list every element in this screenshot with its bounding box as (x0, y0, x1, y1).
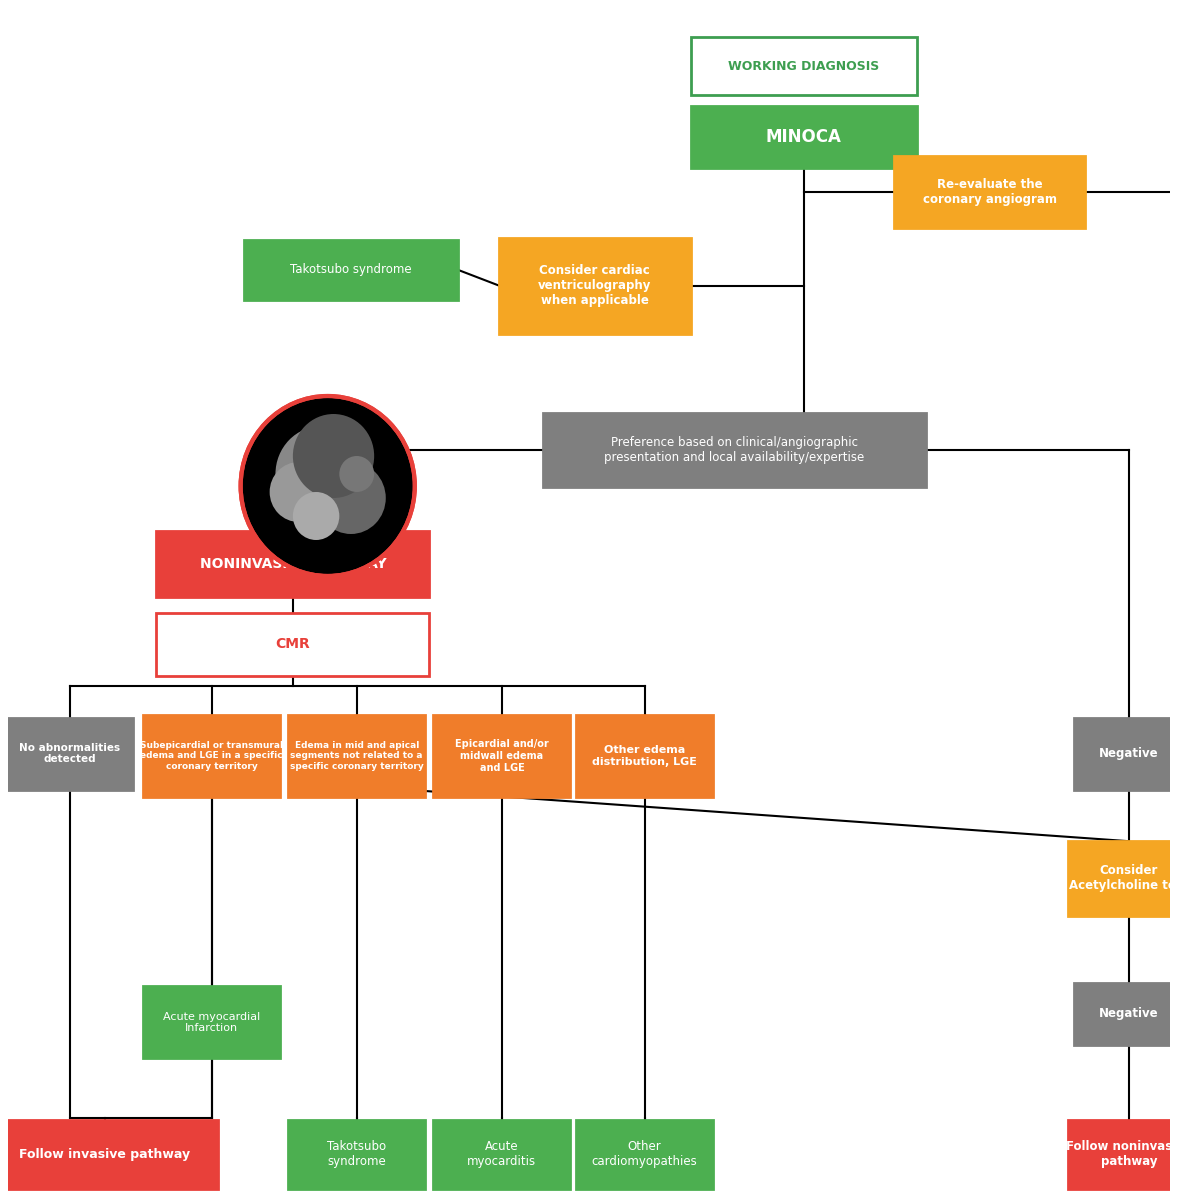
Text: Subepicardial or transmural
edema and LGE in a specific
coronary territory: Subepicardial or transmural edema and LG… (140, 742, 283, 770)
FancyBboxPatch shape (244, 240, 458, 300)
FancyBboxPatch shape (691, 106, 917, 168)
Circle shape (276, 426, 368, 522)
FancyBboxPatch shape (0, 1120, 218, 1189)
Text: Re-evaluate the
coronary angiogram: Re-evaluate the coronary angiogram (923, 178, 1057, 206)
Text: Other
cardiomyopathies: Other cardiomyopathies (592, 1140, 697, 1169)
Circle shape (316, 462, 385, 534)
FancyBboxPatch shape (143, 986, 280, 1058)
Text: Preference based on clinical/angiographic
presentation and local availability/ex: Preference based on clinical/angiographi… (604, 436, 864, 464)
FancyBboxPatch shape (1074, 983, 1184, 1045)
Text: CMR: CMR (276, 637, 311, 652)
Text: Consider
Acetylcholine test: Consider Acetylcholine test (1069, 864, 1189, 893)
Text: Acute myocardial
Infarction: Acute myocardial Infarction (163, 1012, 260, 1033)
Text: Takotsubo syndrome: Takotsubo syndrome (290, 264, 412, 276)
Circle shape (293, 414, 374, 498)
Text: No abnormalities
detected: No abnormalities detected (19, 743, 120, 764)
Text: Takotsubo
syndrome: Takotsubo syndrome (328, 1140, 386, 1169)
Text: Other edema
distribution, LGE: Other edema distribution, LGE (593, 745, 697, 767)
Text: Acute
myocarditis: Acute myocarditis (467, 1140, 536, 1169)
FancyBboxPatch shape (542, 413, 925, 487)
FancyBboxPatch shape (156, 530, 430, 596)
FancyBboxPatch shape (433, 1120, 570, 1189)
Circle shape (293, 492, 340, 540)
Text: MINOCA: MINOCA (766, 127, 841, 145)
Text: Follow noninvasive
pathway: Follow noninvasive pathway (1066, 1140, 1192, 1169)
Text: Negative: Negative (1099, 1008, 1159, 1020)
FancyBboxPatch shape (691, 37, 917, 95)
Text: Edema in mid and apical
segments not related to a
specific coronary territory: Edema in mid and apical segments not rel… (290, 742, 424, 770)
FancyBboxPatch shape (1068, 1120, 1190, 1189)
FancyBboxPatch shape (156, 613, 430, 676)
Text: Follow invasive pathway: Follow invasive pathway (19, 1148, 191, 1160)
FancyBboxPatch shape (288, 1120, 425, 1189)
Text: Consider cardiac
ventriculography
when applicable: Consider cardiac ventriculography when a… (538, 264, 652, 307)
Circle shape (270, 462, 328, 522)
FancyBboxPatch shape (894, 156, 1086, 228)
FancyBboxPatch shape (576, 1120, 713, 1189)
FancyBboxPatch shape (1068, 841, 1190, 916)
FancyBboxPatch shape (288, 715, 425, 797)
Text: WORKING DIAGNOSIS: WORKING DIAGNOSIS (728, 60, 880, 72)
Text: Negative: Negative (1099, 748, 1159, 760)
FancyBboxPatch shape (433, 715, 570, 797)
Circle shape (241, 396, 415, 576)
Text: NONINVASIVE PATHWAY: NONINVASIVE PATHWAY (199, 557, 386, 571)
Text: Epicardial and/or
midwall edema
and LGE: Epicardial and/or midwall edema and LGE (455, 739, 548, 773)
Circle shape (340, 456, 374, 492)
FancyBboxPatch shape (143, 715, 280, 797)
FancyBboxPatch shape (499, 238, 691, 334)
FancyBboxPatch shape (1074, 718, 1184, 790)
FancyBboxPatch shape (576, 715, 713, 797)
FancyBboxPatch shape (7, 718, 133, 790)
